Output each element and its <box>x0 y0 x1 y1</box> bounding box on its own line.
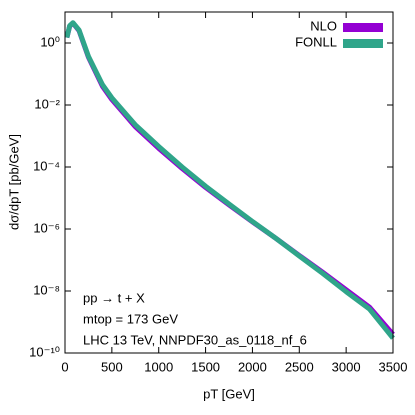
y-axis-label: dσ/dpT [pb/GeV] <box>6 134 21 230</box>
legend-swatch <box>343 23 383 32</box>
y-tick-label: 10⁰ <box>40 34 60 49</box>
x-tick-label: 500 <box>101 359 123 374</box>
legend-label: NLO <box>310 18 337 33</box>
annotation: pp → t + X <box>83 290 145 305</box>
series-line <box>64 20 395 340</box>
x-tick-label: 3000 <box>332 359 361 374</box>
legend-swatch <box>343 39 383 48</box>
x-tick-label: 1500 <box>191 359 220 374</box>
x-axis-label: pT [GeV] <box>203 386 255 401</box>
x-tick-label: 3500 <box>379 359 408 374</box>
annotation: LHC 13 TeV, NNPDF30_as_0118_nf_6 <box>83 332 307 347</box>
x-tick-label: 0 <box>61 359 68 374</box>
annotation: mtop = 173 GeV <box>83 311 178 326</box>
x-tick-label: 2000 <box>238 359 267 374</box>
x-tick-label: 2500 <box>285 359 314 374</box>
plot-frame <box>64 11 394 354</box>
y-tick-label: 10⁻⁴ <box>33 158 60 173</box>
y-tick-label: 10⁻⁸ <box>33 282 60 297</box>
y-tick-label: 10⁻² <box>34 96 60 111</box>
legend-label: FONLL <box>295 34 337 49</box>
y-tick-label: 10⁻¹⁰ <box>29 344 60 359</box>
x-tick-label: 1000 <box>144 359 173 374</box>
y-tick-label: 10⁻⁶ <box>33 220 60 235</box>
